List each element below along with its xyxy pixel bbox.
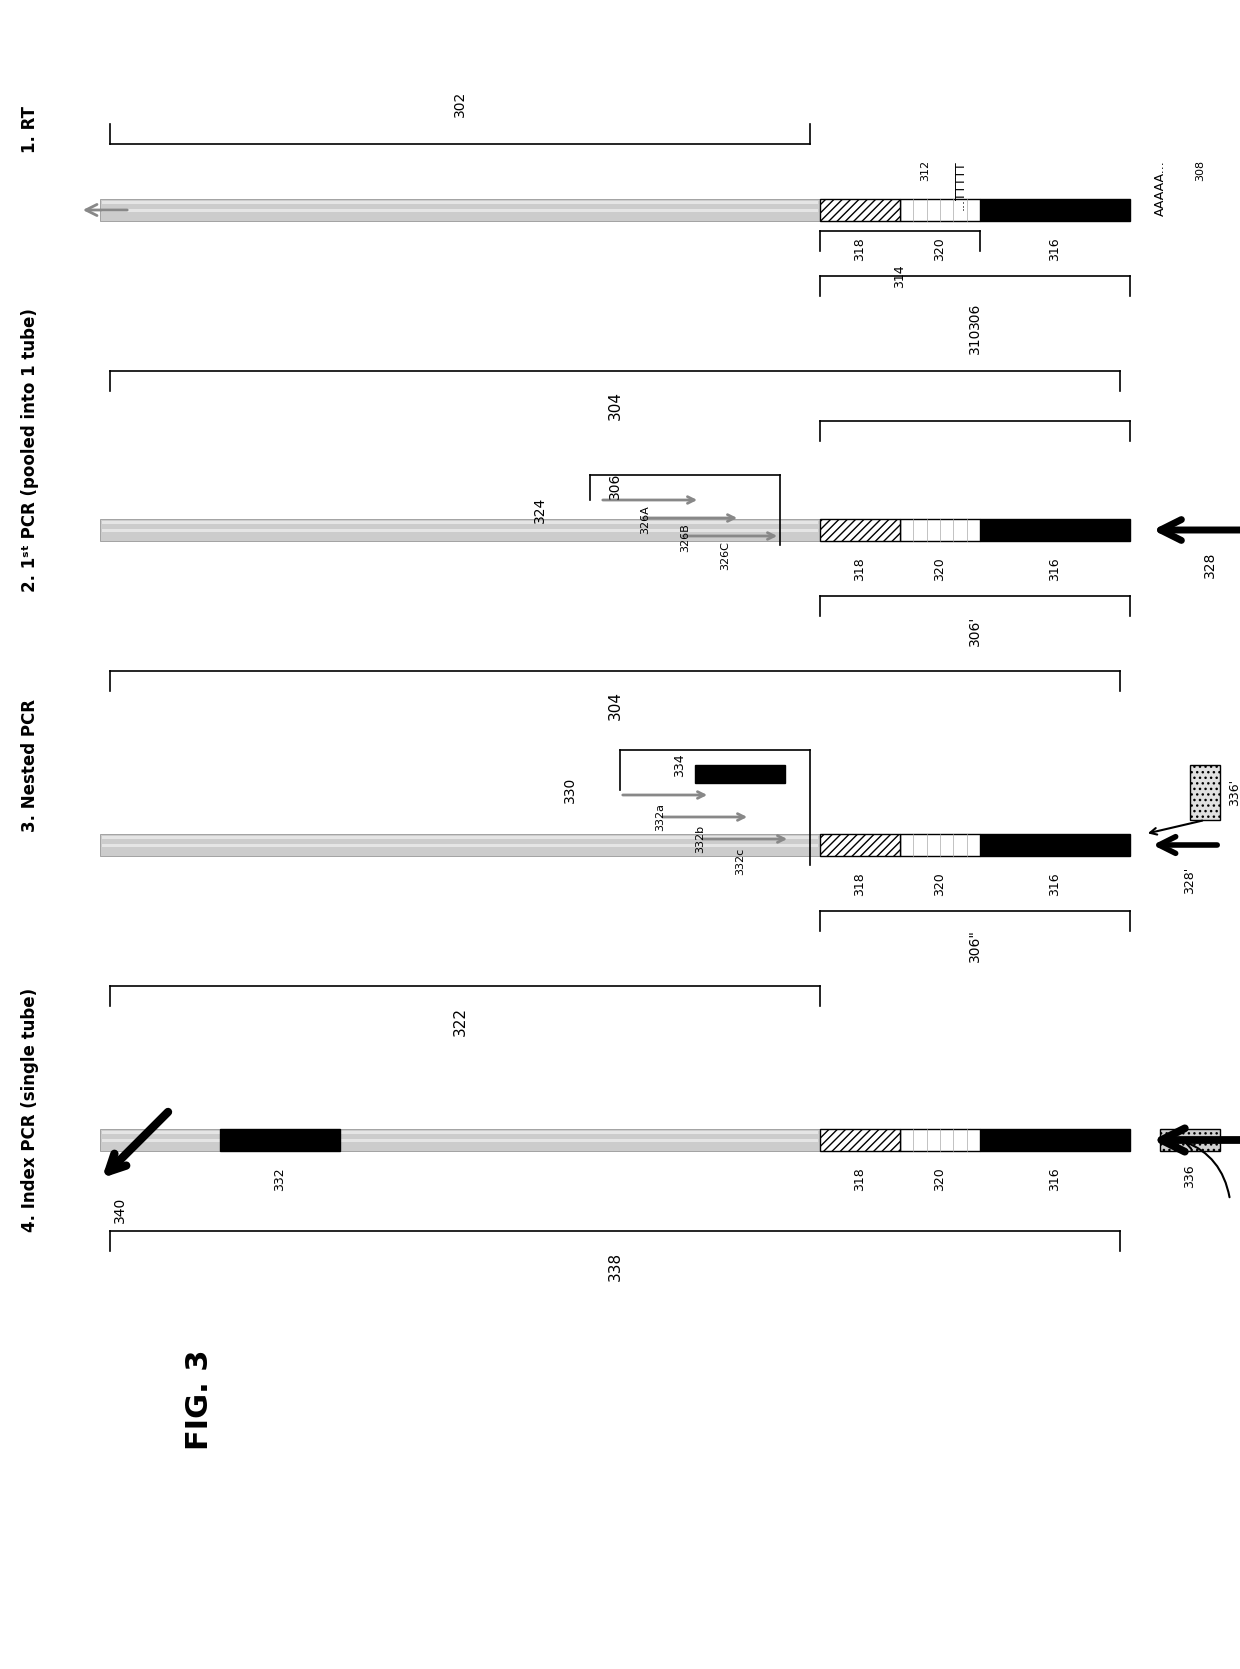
Text: 334: 334 — [673, 753, 687, 776]
Polygon shape — [100, 519, 820, 541]
Text: 316: 316 — [1049, 873, 1061, 896]
Text: 340: 340 — [113, 1197, 126, 1223]
Text: 332: 332 — [274, 1167, 286, 1190]
Polygon shape — [900, 199, 980, 220]
Text: AAAAA...: AAAAA... — [1153, 160, 1167, 215]
Text: 336': 336' — [1229, 778, 1240, 806]
Text: 302: 302 — [453, 90, 467, 117]
Text: 318: 318 — [853, 237, 867, 260]
Text: 2. 1ˢᵗ PCR (pooled into 1 tube): 2. 1ˢᵗ PCR (pooled into 1 tube) — [21, 309, 38, 592]
Polygon shape — [900, 1128, 980, 1152]
Polygon shape — [820, 519, 900, 541]
Text: 318: 318 — [853, 873, 867, 896]
Text: 3. Nested PCR: 3. Nested PCR — [21, 699, 38, 831]
Polygon shape — [900, 834, 980, 856]
Text: 328': 328' — [1183, 866, 1197, 893]
Polygon shape — [102, 209, 818, 212]
Text: 336: 336 — [1183, 1165, 1197, 1188]
Polygon shape — [1159, 1128, 1220, 1152]
Text: 332b: 332b — [694, 824, 706, 853]
Polygon shape — [102, 1138, 818, 1142]
Text: FIG. 3: FIG. 3 — [186, 1350, 215, 1450]
Text: 306: 306 — [608, 472, 622, 499]
Text: 326C: 326C — [720, 541, 730, 571]
Text: 320: 320 — [934, 237, 946, 260]
Polygon shape — [1190, 764, 1220, 819]
Text: 332c: 332c — [735, 848, 745, 875]
Text: 306: 306 — [968, 302, 982, 329]
Polygon shape — [100, 834, 820, 856]
Polygon shape — [820, 199, 900, 220]
Polygon shape — [102, 1132, 818, 1133]
Polygon shape — [102, 836, 818, 840]
Text: ...TTTTT: ...TTTTT — [954, 160, 966, 210]
Text: 316: 316 — [1049, 1167, 1061, 1190]
Text: 318: 318 — [853, 557, 867, 581]
Polygon shape — [980, 519, 1130, 541]
Text: 316: 316 — [1049, 237, 1061, 260]
Text: 308: 308 — [1195, 160, 1205, 182]
Text: 324: 324 — [533, 497, 547, 522]
Text: 306': 306' — [968, 616, 982, 646]
Text: 316: 316 — [1049, 557, 1061, 581]
Text: 304: 304 — [608, 392, 622, 421]
Text: 326B: 326B — [680, 524, 689, 552]
Polygon shape — [980, 1128, 1130, 1152]
Text: 320: 320 — [934, 873, 946, 896]
Text: 322: 322 — [453, 1006, 467, 1035]
Polygon shape — [102, 521, 818, 524]
Text: 320: 320 — [934, 1167, 946, 1192]
Polygon shape — [102, 200, 818, 204]
Polygon shape — [980, 834, 1130, 856]
Polygon shape — [100, 1128, 820, 1152]
Text: 4. Index PCR (single tube): 4. Index PCR (single tube) — [21, 988, 38, 1232]
Text: 328: 328 — [1203, 552, 1216, 577]
Text: 338: 338 — [608, 1252, 622, 1280]
Text: 332a: 332a — [655, 803, 665, 831]
Polygon shape — [980, 199, 1130, 220]
Polygon shape — [694, 764, 785, 783]
Polygon shape — [100, 199, 820, 220]
Polygon shape — [219, 1128, 340, 1152]
Text: 326A: 326A — [640, 506, 650, 534]
Polygon shape — [820, 1128, 900, 1152]
Text: 314: 314 — [894, 264, 906, 287]
Text: 306": 306" — [968, 930, 982, 963]
Text: 310: 310 — [968, 327, 982, 354]
Text: 1. RT: 1. RT — [21, 107, 38, 154]
Text: 318: 318 — [853, 1167, 867, 1192]
Polygon shape — [102, 845, 818, 846]
Polygon shape — [820, 834, 900, 856]
Text: 330: 330 — [563, 776, 577, 803]
Polygon shape — [900, 519, 980, 541]
Text: 304: 304 — [608, 691, 622, 721]
Text: 312: 312 — [920, 160, 930, 182]
Text: 320: 320 — [934, 557, 946, 581]
Polygon shape — [102, 529, 818, 532]
